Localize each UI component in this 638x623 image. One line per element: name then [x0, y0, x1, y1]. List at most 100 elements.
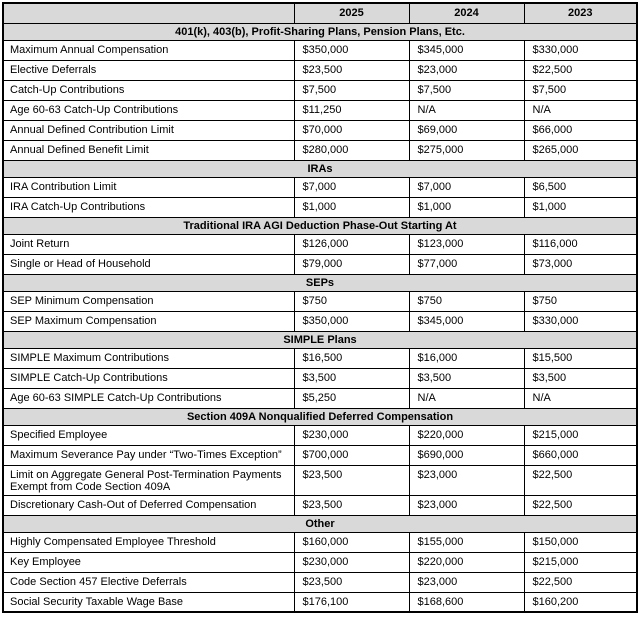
row-value: $700,000 [293, 444, 410, 466]
row-value: $160,200 [523, 591, 638, 613]
table-row: Single or Head of Household $79,000 $77,00… [2, 253, 638, 275]
row-value: $116,000 [523, 233, 638, 255]
section-title: Traditional IRA AGI Deduction Phase-Out … [2, 216, 638, 235]
row-value: $215,000 [523, 424, 638, 446]
row-value: $22,500 [523, 59, 638, 81]
row-value: $230,000 [293, 424, 410, 446]
section-header-row: IRAs [2, 159, 638, 178]
table-row: Discretionary Cash-Out of Deferred Compe… [2, 494, 638, 516]
row-value: N/A [408, 387, 525, 409]
row-label: Catch-Up Contributions [2, 79, 295, 101]
table-row: Age 60-63 SIMPLE Catch-Up Contributions $… [2, 387, 638, 409]
row-value: N/A [523, 99, 638, 121]
row-value: $265,000 [523, 139, 638, 161]
row-value: $350,000 [293, 310, 410, 332]
row-value: $330,000 [523, 39, 638, 61]
row-label: Single or Head of Household [2, 253, 295, 275]
row-value: $660,000 [523, 444, 638, 466]
section-header-row: SEPs [2, 273, 638, 292]
section-title: 401(k), 403(b), Profit-Sharing Plans, Pe… [2, 22, 638, 41]
year-column-2024: 2024 [408, 2, 525, 24]
row-value: $230,000 [293, 551, 410, 573]
row-value: $750 [293, 290, 410, 312]
row-value: $345,000 [408, 310, 525, 332]
row-label: Social Security Taxable Wage Base [2, 591, 295, 613]
row-label: IRA Contribution Limit [2, 176, 295, 198]
row-label: Annual Defined Contribution Limit [2, 119, 295, 141]
row-label: SIMPLE Catch-Up Contributions [2, 367, 295, 389]
section-header-row: Other [2, 514, 638, 533]
row-value: $7,500 [523, 79, 638, 101]
row-value: $280,000 [293, 139, 410, 161]
row-value: $176,100 [293, 591, 410, 613]
row-label: Specified Employee [2, 424, 295, 446]
table-row: Elective Deferrals $23,500 $23,000 $22,500 [2, 59, 638, 81]
row-value: $70,000 [293, 119, 410, 141]
row-value: $73,000 [523, 253, 638, 275]
row-value: $215,000 [523, 551, 638, 573]
row-value: $150,000 [523, 531, 638, 553]
section-header-row: Traditional IRA AGI Deduction Phase-Out … [2, 216, 638, 235]
row-value: $1,000 [523, 196, 638, 218]
row-label: SEP Minimum Compensation [2, 290, 295, 312]
row-label: SEP Maximum Compensation [2, 310, 295, 332]
table-row: Social Security Taxable Wage Base $176,10… [2, 591, 638, 613]
row-label: Code Section 457 Elective Deferrals [2, 571, 295, 593]
section-title: SEPs [2, 273, 638, 292]
row-label: Elective Deferrals [2, 59, 295, 81]
row-value: $23,500 [293, 571, 410, 593]
row-value: $23,500 [293, 59, 410, 81]
row-value: N/A [523, 387, 638, 409]
row-value: $5,250 [293, 387, 410, 409]
row-label: Maximum Annual Compensation [2, 39, 295, 61]
row-value: $3,500 [293, 367, 410, 389]
row-label: IRA Catch-Up Contributions [2, 196, 295, 218]
table-row: SIMPLE Maximum Contributions $16,500 $16,0… [2, 347, 638, 369]
table-row: Specified Employee $230,000 $220,000 $215,0… [2, 424, 638, 446]
table-row: Code Section 457 Elective Deferrals $23,5… [2, 571, 638, 593]
section-header-row: 401(k), 403(b), Profit-Sharing Plans, Pe… [2, 22, 638, 41]
row-value: $23,000 [408, 464, 525, 496]
section-header-row: Section 409A Nonqualified Deferred Compe… [2, 407, 638, 426]
row-value: $1,000 [293, 196, 410, 218]
row-value: $220,000 [408, 551, 525, 573]
row-label: SIMPLE Maximum Contributions [2, 347, 295, 369]
row-label: Highly Compensated Employee Threshold [2, 531, 295, 553]
row-value: $23,500 [293, 464, 410, 496]
table-row: Catch-Up Contributions $7,500 $7,500 $7,500 [2, 79, 638, 101]
table-row: Key Employee $230,000 $220,000 $215,000 [2, 551, 638, 573]
table-body: 401(k), 403(b), Profit-Sharing Plans, Pe… [2, 22, 638, 613]
section-header-row: SIMPLE Plans [2, 330, 638, 349]
table-row: IRA Contribution Limit $7,000 $7,000 $6,500 [2, 176, 638, 198]
row-value: $7,000 [408, 176, 525, 198]
row-label: Joint Return [2, 233, 295, 255]
table-row: IRA Catch-Up Contributions $1,000 $1,000 $1… [2, 196, 638, 218]
limits-table: 2025 2024 2023 401(k), 403(b), Profit-Sh… [2, 2, 638, 613]
row-value: $750 [408, 290, 525, 312]
row-value: $690,000 [408, 444, 525, 466]
table-row: Highly Compensated Employee Threshold $16… [2, 531, 638, 553]
row-value: $79,000 [293, 253, 410, 275]
row-label: Limit on Aggregate General Post-Terminat… [2, 464, 295, 496]
corner-cell [2, 2, 295, 24]
row-value: $155,000 [408, 531, 525, 553]
section-title: Section 409A Nonqualified Deferred Compe… [2, 407, 638, 426]
table-row: SEP Maximum Compensation $350,000 $345,000… [2, 310, 638, 332]
row-value: $23,000 [408, 571, 525, 593]
row-value: $11,250 [293, 99, 410, 121]
row-value: $7,500 [408, 79, 525, 101]
row-value: $69,000 [408, 119, 525, 141]
row-label: Key Employee [2, 551, 295, 573]
row-value: $22,500 [523, 464, 638, 496]
row-label: Age 60-63 Catch-Up Contributions [2, 99, 295, 121]
row-value: $220,000 [408, 424, 525, 446]
row-label: Annual Defined Benefit Limit [2, 139, 295, 161]
row-value: $126,000 [293, 233, 410, 255]
table-row: Maximum Severance Pay under “Two-Times E… [2, 444, 638, 466]
row-value: $168,600 [408, 591, 525, 613]
row-value: $1,000 [408, 196, 525, 218]
year-header-row: 2025 2024 2023 [2, 2, 638, 24]
row-value: $16,500 [293, 347, 410, 369]
row-label: Discretionary Cash-Out of Deferred Compe… [2, 494, 295, 516]
